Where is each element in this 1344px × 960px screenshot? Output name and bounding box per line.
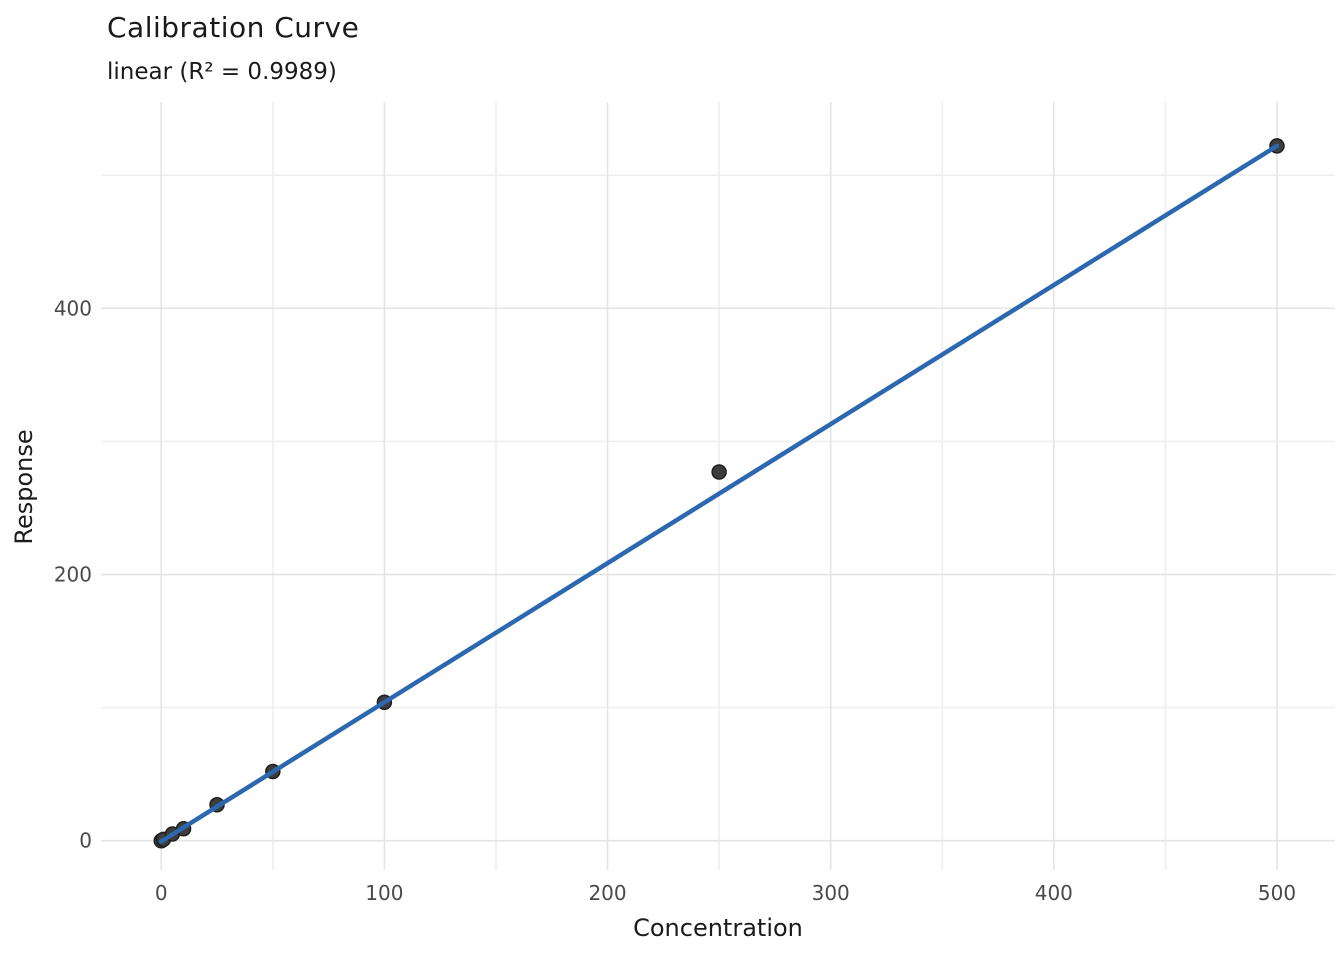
x-tick-label: 200 bbox=[588, 881, 626, 905]
y-tick-label: 200 bbox=[54, 563, 92, 587]
x-tick-label: 0 bbox=[155, 881, 168, 905]
chart-title: Calibration Curve bbox=[107, 11, 360, 44]
x-tick-label: 300 bbox=[812, 881, 850, 905]
x-axis-title: Concentration bbox=[633, 914, 803, 942]
fit-line bbox=[158, 143, 1280, 844]
y-axis-title: Response bbox=[10, 429, 38, 545]
y-tick-label: 400 bbox=[54, 296, 92, 320]
x-tick-label: 500 bbox=[1258, 881, 1296, 905]
y-tick-label: 0 bbox=[79, 829, 92, 853]
data-point bbox=[711, 464, 727, 480]
x-tick-label: 100 bbox=[365, 881, 403, 905]
chart-subtitle: linear (R² = 0.9989) bbox=[107, 59, 337, 85]
x-tick-label: 400 bbox=[1035, 881, 1073, 905]
